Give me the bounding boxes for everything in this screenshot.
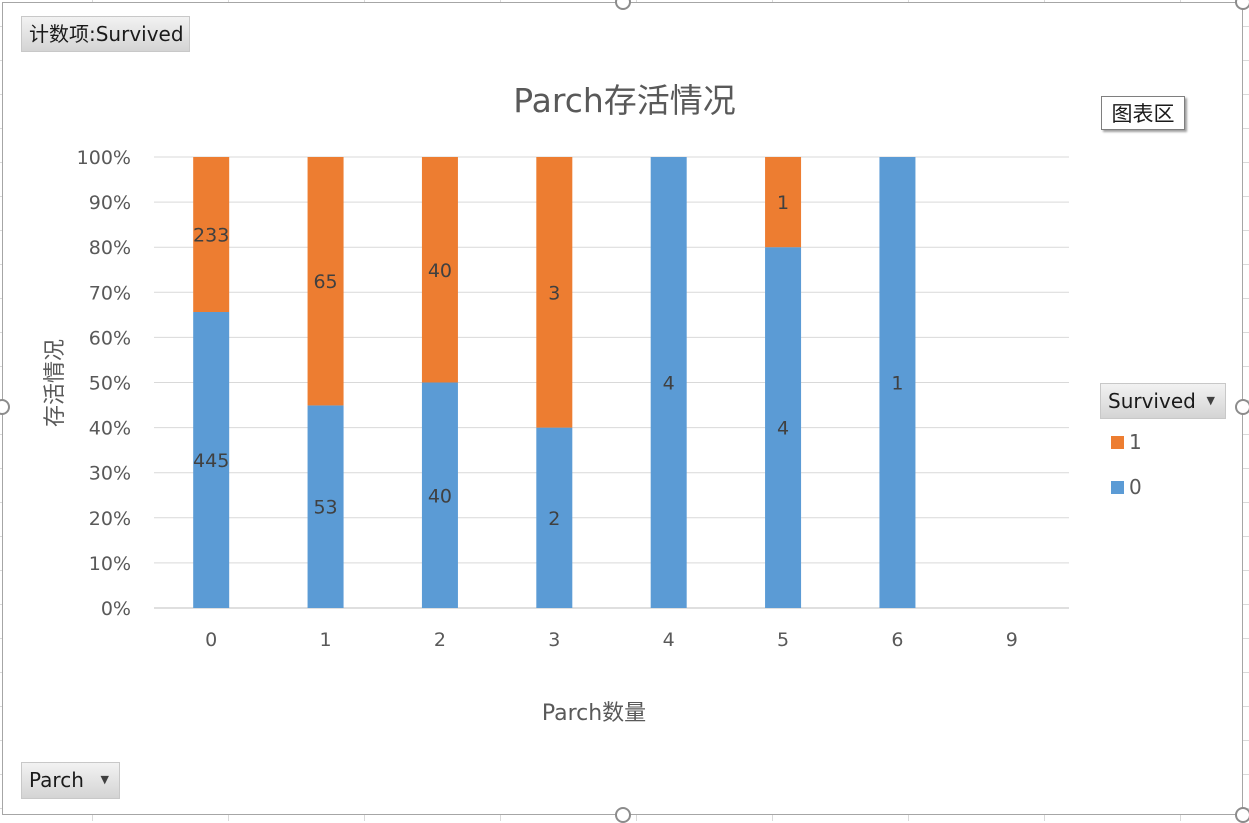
x-tick-label: 5 xyxy=(777,629,789,651)
bar-series-0 xyxy=(765,247,802,608)
y-axis-title: 存活情况 xyxy=(43,339,68,427)
data-label: 3 xyxy=(548,282,560,304)
data-label: 2 xyxy=(548,508,560,530)
x-tick-label: 3 xyxy=(548,629,560,651)
axis-field-label: Parch xyxy=(29,768,84,792)
y-tick-label: 30% xyxy=(89,463,131,485)
y-tick-label: 20% xyxy=(89,508,131,530)
resize-handle-right[interactable] xyxy=(1235,399,1249,415)
x-tick-label: 6 xyxy=(891,629,903,651)
bar-series-0 xyxy=(879,157,916,608)
y-tick-label: 90% xyxy=(89,192,131,214)
data-label: 233 xyxy=(193,224,229,246)
y-tick-label: 70% xyxy=(89,282,131,304)
legend-label-0: 0 xyxy=(1129,475,1142,499)
bar-series-0 xyxy=(307,405,344,608)
data-label: 4 xyxy=(663,373,675,395)
data-label: 4 xyxy=(777,418,789,440)
y-tick-label: 50% xyxy=(89,373,131,395)
data-label: 40 xyxy=(428,485,452,507)
chevron-down-icon: ▼ xyxy=(1206,394,1215,407)
y-tick-label: 100% xyxy=(77,147,131,169)
legend-item-0[interactable]: 0 xyxy=(1111,477,1142,497)
data-label: 1 xyxy=(891,373,903,395)
y-tick-label: 80% xyxy=(89,237,131,259)
data-label: 1 xyxy=(777,192,789,214)
y-tick-label: 60% xyxy=(89,327,131,349)
legend-item-1[interactable]: 1 xyxy=(1111,432,1142,452)
x-axis-title: Parch数量 xyxy=(542,701,646,726)
chevron-down-icon: ▼ xyxy=(100,773,109,786)
bar-series-0 xyxy=(421,382,458,608)
bar-series-1 xyxy=(307,157,344,406)
resize-handle-top[interactable] xyxy=(615,0,631,10)
data-label: 445 xyxy=(193,450,229,472)
legend-label-1: 1 xyxy=(1129,430,1142,454)
data-label: 40 xyxy=(428,260,452,282)
bar-series-0 xyxy=(193,311,230,608)
data-label: 65 xyxy=(313,271,337,293)
y-tick-label: 40% xyxy=(89,418,131,440)
bar-series-1 xyxy=(421,157,458,383)
x-tick-label: 2 xyxy=(434,629,446,651)
data-label: 53 xyxy=(313,497,337,519)
resize-handle-top-right[interactable] xyxy=(1235,0,1249,10)
bar-series-1 xyxy=(765,157,802,248)
value-field-label: 计数项:Survived xyxy=(29,22,184,46)
chart-area-tooltip: 图表区 xyxy=(1101,96,1185,130)
x-tick-label: 4 xyxy=(663,629,675,651)
y-tick-label: 10% xyxy=(89,553,131,575)
chart-title: Parch存活情况 xyxy=(513,81,736,120)
legend-field-button[interactable]: Survived ▼ xyxy=(1100,383,1226,419)
bar-series-1 xyxy=(193,157,230,312)
bar-series-0 xyxy=(536,427,573,608)
x-tick-label: 9 xyxy=(1006,629,1018,651)
legend-swatch-1 xyxy=(1111,436,1124,449)
x-tick-label: 1 xyxy=(320,629,332,651)
y-tick-label: 0% xyxy=(101,598,131,620)
bar-series-0 xyxy=(650,157,687,608)
bar-series-1 xyxy=(536,157,573,428)
x-tick-label: 0 xyxy=(205,629,217,651)
legend-field-label: Survived xyxy=(1108,389,1196,413)
legend-swatch-0 xyxy=(1111,481,1124,494)
value-field-button[interactable]: 计数项:Survived xyxy=(21,16,190,52)
axis-field-button[interactable]: Parch ▼ xyxy=(21,762,120,799)
resize-handle-left[interactable] xyxy=(0,399,10,415)
